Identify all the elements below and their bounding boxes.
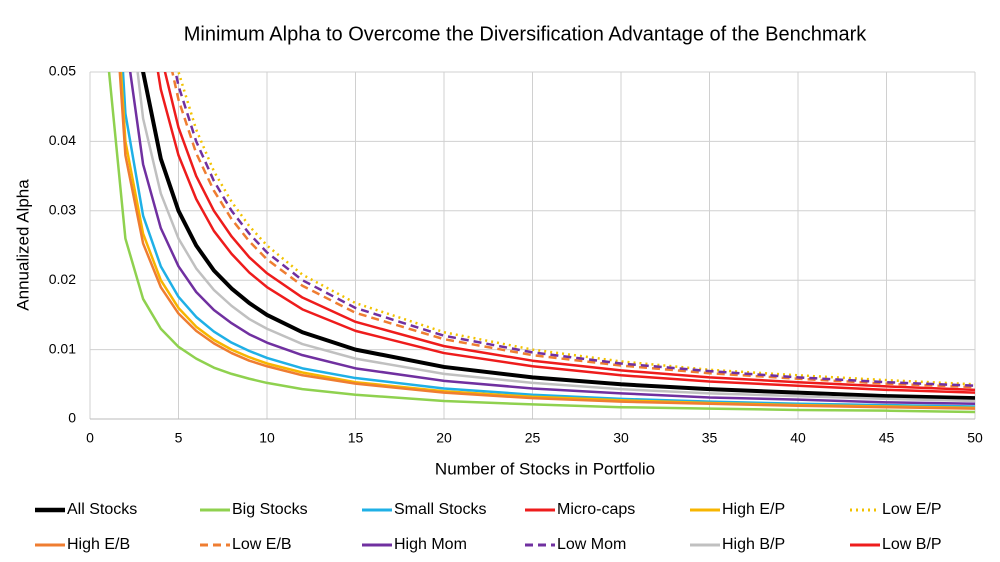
y-tick-label: 0.02 bbox=[49, 271, 76, 287]
chart-title: Minimum Alpha to Overcome the Diversific… bbox=[184, 23, 868, 45]
x-tick-label: 35 bbox=[702, 430, 718, 446]
series-line bbox=[163, 72, 975, 392]
x-tick-label: 25 bbox=[525, 430, 541, 446]
y-tick-label: 0 bbox=[68, 410, 76, 426]
legend-label: Micro-caps bbox=[557, 501, 635, 518]
y-tick-label: 0.05 bbox=[49, 63, 76, 79]
x-tick-label: 10 bbox=[259, 430, 275, 446]
x-tick-label: 5 bbox=[175, 430, 183, 446]
series-line bbox=[121, 72, 975, 408]
series-line bbox=[128, 72, 975, 405]
x-tick-label: 45 bbox=[879, 430, 895, 446]
y-tick-label: 0.04 bbox=[49, 132, 76, 148]
legend-label: Low Mom bbox=[557, 536, 626, 553]
x-tick-label: 0 bbox=[86, 430, 94, 446]
x-tick-label: 40 bbox=[790, 430, 806, 446]
series-line bbox=[171, 72, 975, 389]
x-tick-label: 50 bbox=[967, 430, 983, 446]
series-line bbox=[156, 72, 975, 394]
x-tick-label: 20 bbox=[436, 430, 452, 446]
legend-label: Big Stocks bbox=[232, 501, 308, 518]
legend-label: High B/P bbox=[722, 536, 785, 553]
y-axis-label: Annualized Alpha bbox=[13, 179, 32, 311]
series-line bbox=[118, 72, 975, 410]
series-line bbox=[136, 72, 975, 403]
legend-label: Small Stocks bbox=[394, 501, 486, 518]
legend-label: High Mom bbox=[394, 536, 467, 553]
series-line bbox=[141, 72, 975, 401]
y-tick-label: 0.01 bbox=[49, 340, 76, 356]
legend-label: Low B/P bbox=[882, 536, 942, 553]
legend-label: Low E/P bbox=[882, 501, 942, 518]
series-line bbox=[174, 72, 975, 387]
legend-label: Low E/B bbox=[232, 536, 292, 553]
x-tick-label: 30 bbox=[613, 430, 629, 446]
x-axis-label: Number of Stocks in Portfolio bbox=[435, 459, 655, 478]
legend-label: All Stocks bbox=[67, 501, 137, 518]
series-line bbox=[107, 72, 975, 414]
y-tick-label: 0.03 bbox=[49, 202, 76, 218]
x-tick-label: 15 bbox=[348, 430, 364, 446]
legend-label: High E/P bbox=[722, 501, 785, 518]
legend-label: High E/B bbox=[67, 536, 130, 553]
